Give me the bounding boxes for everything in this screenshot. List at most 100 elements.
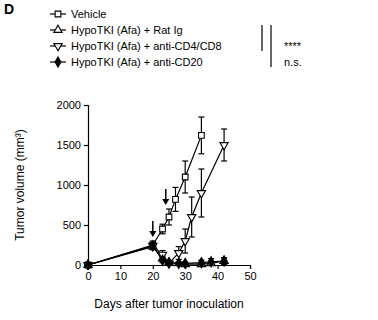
marker [199,133,205,139]
legend-item: Vehicle [50,8,106,20]
legend-label: HypoTKI (Afa) + anti-CD4/CD8 [71,40,222,52]
legend-label: HypoTKI (Afa) + anti-CD20 [71,56,203,68]
tick: 2000 [57,99,88,111]
marker [150,241,156,251]
significance: n.s. [271,25,302,68]
series-line [88,145,224,265]
error-cap [182,252,188,253]
marker [197,191,205,198]
legend-label: HypoTKI (Afa) + Rat Ig [71,24,183,36]
marker [160,226,166,232]
x-axis: 0 10 20 30 40 50 [85,265,256,282]
treatment-arrow [162,189,169,205]
marker [182,174,188,180]
tick: 10 [115,265,127,282]
error-bar [160,224,166,234]
error-cap [189,236,195,237]
error-cap [198,216,204,217]
tick-label: 1000 [57,179,81,191]
marker [181,239,189,246]
tick-label: 10 [115,270,127,282]
marker [198,258,204,268]
tick-label: 500 [63,219,81,231]
tick: 1500 [57,139,88,151]
error-bar [166,209,172,225]
error-cap [221,128,227,129]
significance-label: n.s. [284,56,302,68]
series-line [88,135,201,265]
tick: 50 [244,265,256,282]
legend-marker [55,11,61,17]
legend-item: HypoTKI (Afa) + anti-CD20 [50,56,203,68]
error-cap [189,196,195,197]
error-cap [182,192,188,193]
error-cap [172,211,178,212]
significance-bracket [270,25,271,67]
tick-label: 1500 [57,139,81,151]
tick-mark [84,185,88,186]
error-cap [182,228,188,229]
plot: 010203040500500100015002000 [57,99,257,282]
tick-mark [218,265,219,269]
tick-label: 30 [180,270,192,282]
axis-line [84,106,89,266]
error-cap [221,160,227,161]
tick-mark [84,105,88,106]
tick: 40 [212,265,224,282]
tick-mark [84,145,88,146]
marker [166,258,172,268]
significance: **** [262,25,302,52]
x-axis-title: Days after tumor inoculation [94,297,243,311]
legend-label: Vehicle [71,8,106,20]
tick-label: 2000 [57,99,81,111]
error-cap [172,187,178,188]
significance-bracket [261,25,262,51]
error-cap [198,168,204,169]
error-cap [176,246,182,247]
tick-mark [120,265,121,269]
error-bar [182,161,188,193]
legend-marker [54,25,62,32]
legend: Vehicle HypoTKI (Afa) + Rat Ig HypoTKI (Af… [50,8,222,68]
y-axis-title: Tumor volume (mm³) [13,129,27,241]
tick-label: 0 [85,270,91,282]
panel-label: D [4,1,14,17]
error-cap [166,208,172,209]
marker [188,215,196,222]
marker [173,197,179,203]
tick: 20 [147,265,159,282]
tick-mark [84,225,88,226]
error-bar [172,187,178,211]
error-cap [198,116,204,117]
tick-label: 40 [212,270,224,282]
error-cap [160,233,166,234]
tick-mark [250,265,251,269]
marker [208,257,214,267]
legend-item: HypoTKI (Afa) + anti-CD4/CD8 [50,40,222,52]
tick-label: 0 [75,259,81,271]
significance-label: **** [284,40,302,52]
data-area [84,117,228,270]
error-cap [160,224,166,225]
marker [160,255,166,265]
marker [221,256,227,266]
marker [182,258,188,268]
series [85,241,227,270]
marker [176,258,182,268]
tick: 1000 [57,179,88,191]
tick: 500 [63,219,88,231]
legend-item: HypoTKI (Afa) + Rat Ig [50,24,183,36]
tick-label: 20 [147,270,159,282]
error-cap [182,160,188,161]
error-bar [198,117,204,154]
tick-mark [153,265,154,269]
legend-marker [54,44,62,51]
error-cap [160,250,166,251]
arrow-head [162,199,169,205]
chart: 010203040500500100015002000DDays after t… [0,0,378,320]
marker [85,260,91,270]
marker [175,251,183,258]
arrow-head [149,231,156,237]
y-axis: 0 500 1000 1500 2000 [57,99,89,271]
error-cap [198,153,204,154]
